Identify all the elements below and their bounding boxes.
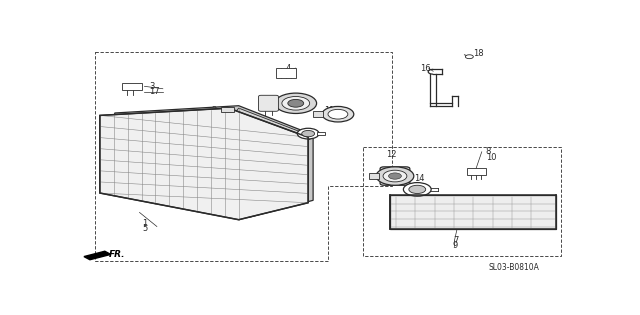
FancyBboxPatch shape [380, 167, 410, 185]
Text: 8: 8 [486, 147, 491, 156]
Bar [363, 147, 561, 256]
Text: 2: 2 [211, 106, 217, 115]
FancyBboxPatch shape [259, 95, 278, 111]
Circle shape [409, 185, 426, 193]
Circle shape [388, 173, 401, 179]
Circle shape [322, 106, 354, 122]
Text: FR.: FR. [109, 250, 125, 259]
Text: 18: 18 [474, 49, 484, 58]
Text: 11: 11 [324, 106, 335, 115]
Bar [221, 107, 234, 112]
Circle shape [328, 109, 348, 119]
Bar [317, 132, 325, 135]
Polygon shape [390, 195, 556, 229]
Text: 13: 13 [301, 133, 311, 142]
Text: 1: 1 [142, 219, 147, 228]
Text: 5: 5 [142, 224, 147, 233]
Text: 12: 12 [386, 150, 397, 159]
Bar [467, 168, 486, 175]
Circle shape [465, 55, 474, 59]
Circle shape [301, 130, 315, 137]
Text: 9: 9 [453, 241, 458, 250]
Text: 16: 16 [420, 64, 430, 73]
Circle shape [282, 96, 310, 110]
Text: 17: 17 [150, 87, 160, 96]
Polygon shape [145, 120, 293, 198]
Polygon shape [115, 106, 313, 217]
Circle shape [297, 128, 319, 139]
Circle shape [288, 100, 304, 107]
Text: 10: 10 [486, 153, 496, 162]
Circle shape [403, 183, 431, 196]
Text: 14: 14 [414, 174, 424, 183]
Text: 15: 15 [257, 99, 268, 108]
Polygon shape [209, 108, 308, 195]
Bar [276, 68, 296, 78]
Bar [122, 83, 142, 90]
Text: 3: 3 [150, 82, 155, 91]
Polygon shape [100, 108, 308, 220]
Circle shape [376, 167, 414, 185]
Circle shape [383, 170, 407, 182]
Bar [313, 111, 323, 117]
Circle shape [275, 93, 317, 113]
Text: SL03-B0810A: SL03-B0810A [488, 262, 540, 272]
Text: 7: 7 [453, 236, 458, 245]
Text: 6: 6 [211, 112, 217, 120]
Text: 4: 4 [286, 64, 291, 73]
Polygon shape [84, 251, 111, 260]
Bar [369, 173, 379, 179]
